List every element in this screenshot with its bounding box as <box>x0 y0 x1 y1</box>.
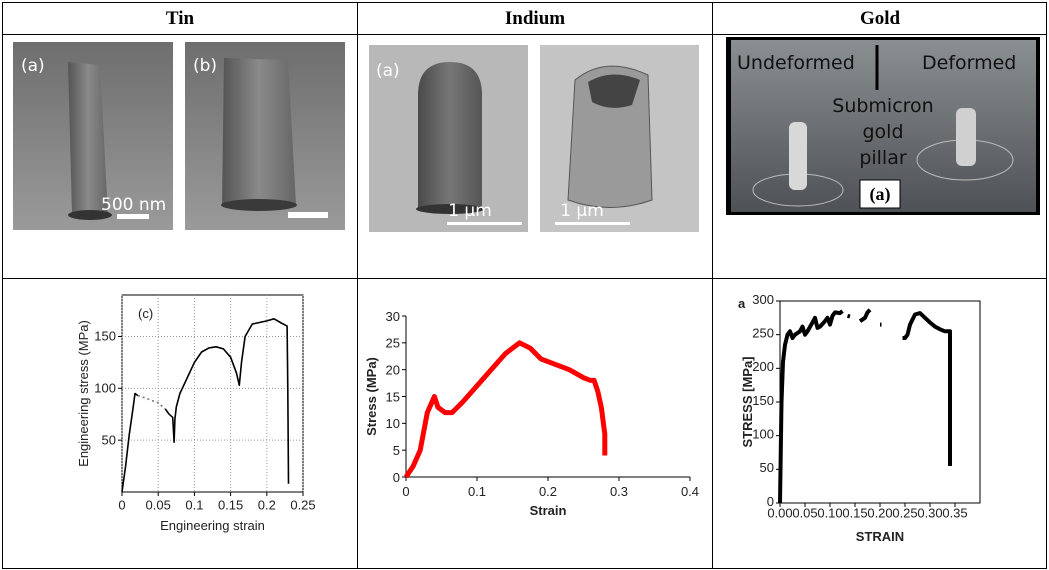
y-tick-label: 50 <box>102 432 116 447</box>
y-axis-label: STRESS [MPa] <box>740 356 755 447</box>
y-tick-label: 20 <box>386 363 400 378</box>
photo-label: (a) <box>376 61 400 81</box>
photo <box>540 45 699 232</box>
y-tick-label: 300 <box>752 292 774 307</box>
y-axis-label: Stress (MPa) <box>364 357 379 436</box>
y-tick-label: 25 <box>386 336 400 351</box>
photo-label: (a) <box>21 56 45 76</box>
x-tick-label: 0.10 <box>817 505 842 520</box>
scale-bar-label: 1 µm <box>448 201 492 221</box>
data-line <box>403 340 608 479</box>
photo-text: pillar <box>859 147 907 169</box>
x-tick-label: 0.35 <box>942 505 967 520</box>
data-line <box>121 392 139 493</box>
y-axis-label: Engineering stress (MPa) <box>76 320 91 467</box>
photo-text: Deformed <box>922 52 1016 74</box>
photo-label: (a) <box>870 184 891 205</box>
photo <box>726 37 1040 215</box>
y-tick-label: 15 <box>386 389 400 404</box>
y-tick-label: 0 <box>393 470 400 485</box>
x-tick-label: 0.2 <box>258 498 276 513</box>
x-tick-label: 0.1 <box>468 484 486 499</box>
x-axis-label: Strain <box>530 503 567 518</box>
x-tick-label: 0.15 <box>218 498 243 513</box>
x-tick-label: 0 <box>118 498 125 513</box>
x-axis-label: Engineering strain <box>160 518 265 533</box>
scale-bar-label: 1 µm <box>560 201 604 221</box>
y-tick-label: 100 <box>94 381 116 396</box>
x-tick-label: 0.3 <box>610 484 628 499</box>
x-tick-label: 0.15 <box>842 505 867 520</box>
x-tick-label: 0.05 <box>792 505 817 520</box>
y-tick-label: 30 <box>386 309 400 324</box>
photo-text: gold <box>862 121 903 143</box>
y-tick-label: 250 <box>752 325 774 340</box>
x-tick-label: 0.25 <box>892 505 917 520</box>
photo-label: (b) <box>193 56 217 76</box>
photo <box>369 45 528 232</box>
photo-text: Undeformed <box>737 52 855 74</box>
annotation: (c) <box>138 306 153 321</box>
scale-bar-label: 500 nm <box>101 195 166 215</box>
x-tick-label: 0 <box>402 484 409 499</box>
y-tick-label: 150 <box>752 393 774 408</box>
x-axis-label: STRAIN <box>856 529 904 544</box>
data-line <box>137 394 166 410</box>
header-cell: Tin <box>166 8 195 29</box>
header-cell: Indium <box>505 8 565 29</box>
x-tick-label: 0.30 <box>917 505 942 520</box>
x-tick-label: 0.05 <box>146 498 171 513</box>
photo-text: Submicron <box>832 95 933 117</box>
y-tick-label: 0 <box>767 494 774 509</box>
y-tick-label: 200 <box>752 359 774 374</box>
x-tick-label: 0.25 <box>290 498 315 513</box>
y-tick-label: 50 <box>760 460 774 475</box>
x-tick-label: 0.00 <box>767 505 792 520</box>
annotation: a <box>738 296 746 311</box>
y-tick-label: 10 <box>386 416 400 431</box>
x-tick-label: 0.20 <box>867 505 892 520</box>
x-tick-label: 0.2 <box>539 484 557 499</box>
header-cell: Gold <box>860 8 901 29</box>
x-tick-label: 0.4 <box>681 484 699 499</box>
y-tick-label: 150 <box>94 329 116 344</box>
data-line <box>164 318 290 484</box>
photo <box>185 42 345 230</box>
y-tick-label: 100 <box>752 426 774 441</box>
photo <box>13 42 173 230</box>
data-line <box>778 308 952 504</box>
x-tick-label: 0.1 <box>185 498 203 513</box>
plot-frame <box>121 294 304 493</box>
y-tick-label: 5 <box>393 443 400 458</box>
